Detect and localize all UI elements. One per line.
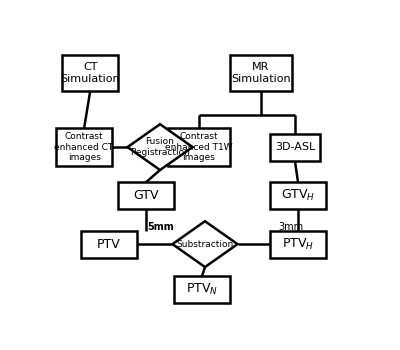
Text: Contrast
enhanced T1W
images: Contrast enhanced T1W images	[165, 132, 233, 162]
Text: PTV$_H$: PTV$_H$	[282, 237, 314, 252]
FancyBboxPatch shape	[118, 182, 174, 209]
Text: Substraction: Substraction	[176, 240, 234, 248]
Polygon shape	[128, 124, 193, 170]
FancyBboxPatch shape	[62, 56, 118, 91]
Text: 3D-ASL: 3D-ASL	[275, 142, 315, 152]
FancyBboxPatch shape	[56, 128, 112, 166]
Text: Contrast
enhanced CT
images: Contrast enhanced CT images	[54, 132, 114, 162]
FancyBboxPatch shape	[270, 231, 326, 258]
Text: GTV: GTV	[133, 189, 159, 202]
Text: 5mm: 5mm	[148, 222, 174, 232]
Text: PTV$_N$: PTV$_N$	[186, 282, 218, 298]
FancyBboxPatch shape	[168, 128, 230, 166]
Text: GTV$_H$: GTV$_H$	[281, 188, 315, 203]
Text: 3mm: 3mm	[278, 222, 304, 232]
FancyBboxPatch shape	[174, 276, 230, 303]
Text: MR
Simulation: MR Simulation	[231, 62, 291, 84]
FancyBboxPatch shape	[230, 56, 292, 91]
FancyBboxPatch shape	[270, 182, 326, 209]
FancyBboxPatch shape	[270, 134, 320, 161]
FancyBboxPatch shape	[81, 231, 137, 258]
Text: PTV: PTV	[97, 238, 121, 251]
Polygon shape	[172, 221, 238, 267]
Text: Fusion
Registraction: Fusion Registraction	[130, 138, 190, 157]
Text: CT
Simulation: CT Simulation	[60, 62, 120, 84]
